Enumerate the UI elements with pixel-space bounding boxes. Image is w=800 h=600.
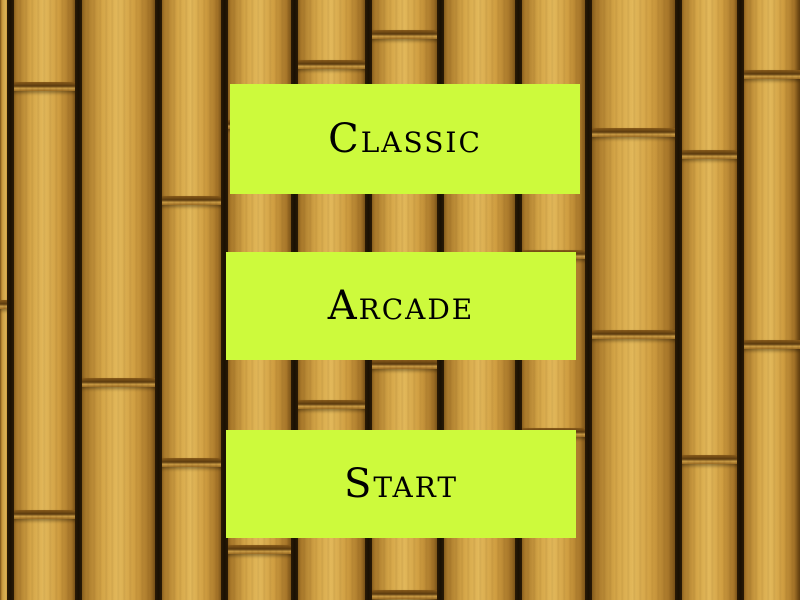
bamboo-stalk: [78, 0, 158, 600]
bamboo-node: [678, 150, 740, 159]
bamboo-node: [678, 455, 740, 464]
bamboo-node: [588, 128, 678, 137]
bamboo-stalk: [158, 0, 224, 600]
bamboo-stalk: [678, 0, 740, 600]
bamboo-node: [740, 340, 800, 349]
bamboo-gap: [737, 0, 744, 600]
bamboo-node: [224, 545, 294, 554]
start-label: Start: [343, 461, 459, 507]
bamboo-node: [158, 196, 224, 205]
bamboo-node: [10, 82, 78, 91]
bamboo-gap: [221, 0, 228, 600]
bamboo-gap: [585, 0, 592, 600]
bamboo-node: [368, 30, 440, 39]
start-button[interactable]: Start: [226, 430, 576, 538]
bamboo-node: [368, 360, 440, 369]
bamboo-node: [294, 60, 368, 69]
bamboo-gap: [155, 0, 162, 600]
bamboo-node: [10, 510, 78, 519]
bamboo-node: [740, 70, 800, 79]
bamboo-gap: [75, 0, 82, 600]
classic-mode-label: Classic: [328, 116, 482, 162]
bamboo-stalk: [740, 0, 800, 600]
bamboo-node: [368, 590, 440, 599]
arcade-mode-label: Arcade: [327, 283, 475, 329]
bamboo-node: [294, 400, 368, 409]
classic-mode-button[interactable]: Classic: [230, 84, 580, 194]
arcade-mode-button[interactable]: Arcade: [226, 252, 576, 360]
bamboo-stalk: [588, 0, 678, 600]
bamboo-gap: [675, 0, 682, 600]
bamboo-node: [588, 330, 678, 339]
bamboo-node: [158, 458, 224, 467]
bamboo-node: [78, 378, 158, 387]
bamboo-stalk: [10, 0, 78, 600]
bamboo-stalk: [0, 0, 10, 600]
bamboo-gap: [7, 0, 14, 600]
